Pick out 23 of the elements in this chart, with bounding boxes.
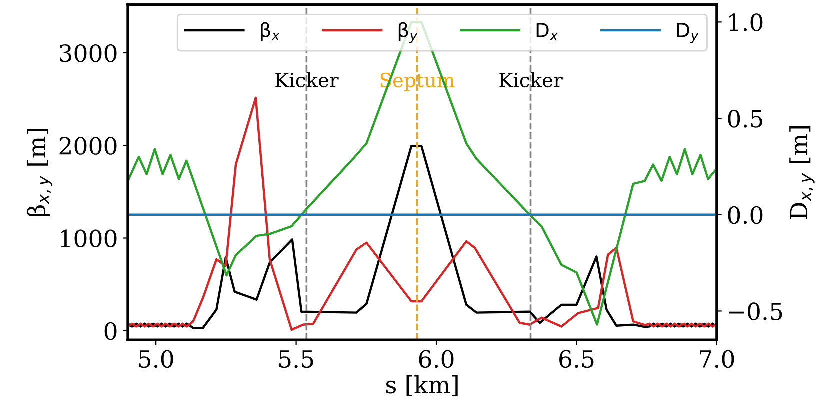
y2-tick-label: 0.0 (728, 206, 763, 224)
y2-tick-label: 0.5 (728, 110, 762, 128)
y-tick-label: 1000 (61, 230, 117, 248)
ref-line-label: Kicker (276, 72, 339, 88)
legend-label: β$_{x}$ (261, 22, 280, 42)
ref-line-label: Kicker (500, 72, 563, 88)
x-tick-label: 5.0 (139, 350, 174, 368)
legend-label: β$_{y}$ (398, 22, 418, 44)
x-tick-label: 5.5 (280, 350, 314, 368)
legend-label: D$_{y}$ (677, 23, 699, 44)
x-tick-label: 6.5 (560, 350, 594, 368)
x-tick-label: 6.0 (419, 350, 454, 368)
y2-tick-label: −0.5 (729, 302, 782, 321)
x-tick-label: 7.0 (700, 350, 734, 368)
line-series (128, 96, 717, 332)
y2-axis-title: D$_{x,y}$ [m] (790, 126, 815, 220)
y-tick-label: 3000 (60, 44, 117, 62)
x-axis-title: s [km] (386, 375, 458, 397)
y-tick-label: 2000 (60, 137, 117, 155)
y-tick-label: 0 (104, 322, 117, 340)
y2-tick-label: 1.0 (730, 14, 763, 32)
y-axis-title: β$_{x,y}$ [m] (27, 129, 53, 216)
legend-label: D$_{x}$ (536, 23, 558, 40)
